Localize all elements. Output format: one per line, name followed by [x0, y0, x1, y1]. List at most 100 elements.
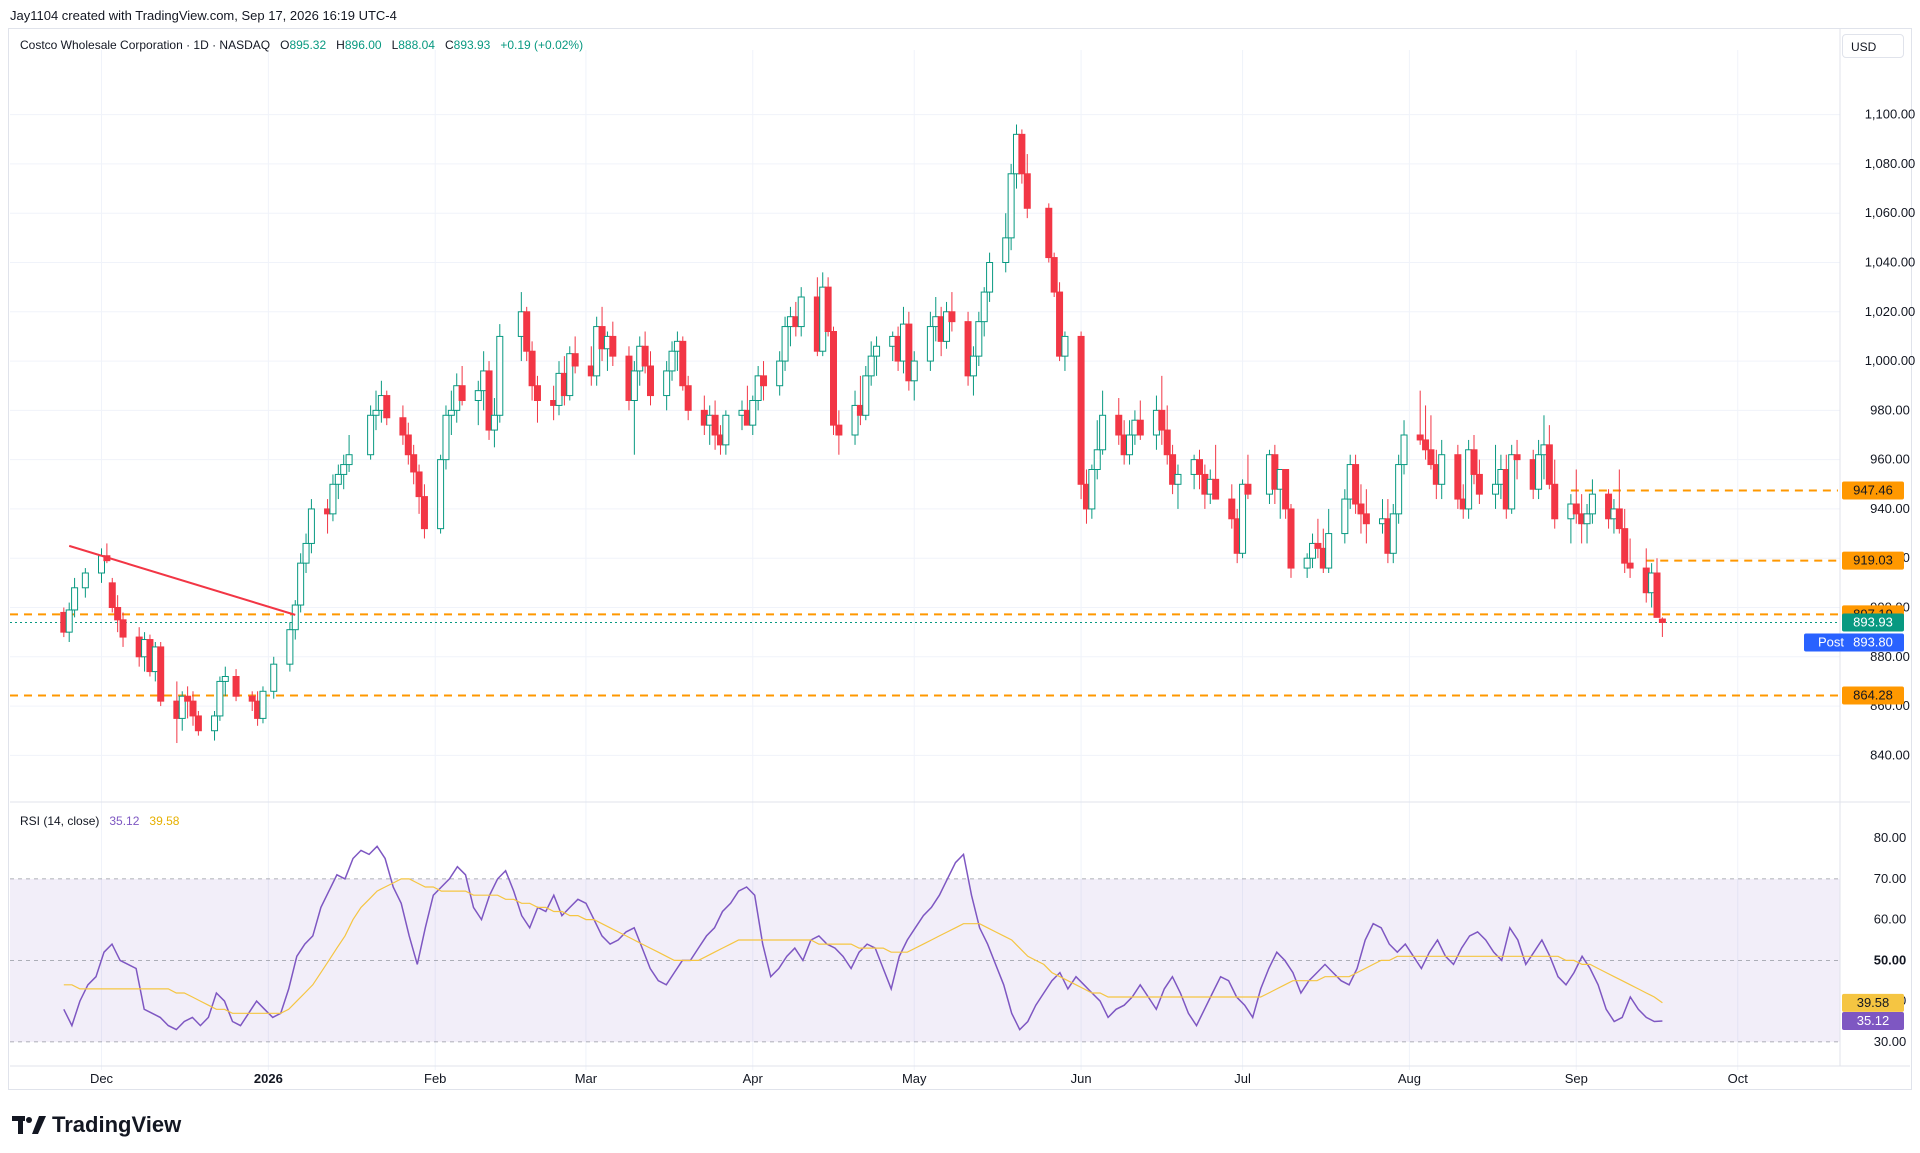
price-axis-tick: 1,060.00 — [1865, 205, 1916, 220]
candle-body — [1357, 503, 1365, 515]
candle-body — [776, 360, 784, 387]
trendline — [68, 544, 296, 616]
candle-body — [1239, 483, 1247, 554]
candle-body — [108, 582, 116, 608]
price-level-label: 919.03 — [1853, 553, 1893, 568]
rsi-legend-value: 35.12 — [109, 814, 140, 828]
candle-body — [1470, 449, 1478, 475]
candle-body — [1416, 434, 1424, 441]
candle-body — [1163, 429, 1171, 456]
price-axis-tick: 1,020.00 — [1865, 304, 1916, 319]
open-label: O — [280, 38, 290, 52]
candle-body — [1303, 557, 1311, 569]
candle-body — [528, 350, 536, 387]
candle-body — [248, 695, 256, 702]
price-level-tag — [1842, 551, 1904, 570]
candle-body — [969, 355, 977, 377]
candle-body — [437, 459, 445, 530]
candle-body — [1314, 542, 1322, 549]
candle-body — [291, 604, 299, 631]
candle-body — [533, 385, 541, 402]
candle-body — [399, 417, 407, 436]
price-level-tag — [1842, 686, 1904, 705]
candle-body — [609, 335, 617, 357]
candle-body — [1615, 508, 1623, 530]
candle-body — [334, 473, 342, 485]
time-axis-tick: Feb — [424, 1071, 446, 1086]
time-axis-tick: Dec — [90, 1071, 114, 1086]
candle-body — [65, 609, 73, 633]
candle-body — [781, 326, 789, 362]
price-level-label: 864.28 — [1853, 688, 1893, 703]
candle-body — [1309, 542, 1317, 559]
candle-body — [873, 345, 881, 357]
rsi-legend[interactable]: RSI (14, close) 35.12 39.58 — [20, 814, 179, 828]
candle-body — [523, 311, 531, 352]
candle-body — [1061, 335, 1069, 357]
price-level-tag — [1842, 481, 1904, 500]
candle-body — [410, 454, 418, 473]
candle-body — [566, 353, 574, 397]
candle-body — [490, 414, 498, 431]
tradingview-brand-text: TradingView — [52, 1112, 182, 1137]
candle-body — [302, 542, 310, 564]
candle-body — [1002, 237, 1010, 264]
candle-body — [372, 409, 380, 416]
symbol-legend[interactable]: Costco Wholesale Corporation · 1D · NASD… — [20, 38, 583, 52]
candle-body — [905, 323, 913, 382]
rsi-axis-tick: 70.00 — [1874, 871, 1907, 886]
tradingview-logo[interactable]: TradingView — [12, 1112, 181, 1138]
candle-body — [647, 365, 654, 397]
candle-body — [754, 375, 762, 402]
candle-body — [1588, 493, 1596, 515]
candle-body — [184, 695, 192, 702]
close-label: C — [444, 38, 454, 52]
candle-body — [420, 496, 428, 530]
candle-body — [71, 587, 79, 611]
candle-body — [286, 629, 294, 665]
price-axis-tick: 880.00 — [1870, 649, 1910, 664]
candle-body — [760, 375, 768, 387]
price-axis-tick: 940.00 — [1870, 501, 1910, 516]
candle-body — [1023, 173, 1031, 209]
candle-body — [593, 326, 601, 377]
candle-body — [404, 434, 412, 456]
candle-body — [943, 311, 951, 342]
candle-body — [474, 390, 482, 401]
candle-body — [270, 663, 278, 692]
candle-body — [948, 311, 956, 323]
candle-body — [1088, 469, 1096, 510]
price-axis-tick: 1,100.00 — [1865, 107, 1916, 122]
currency-selector[interactable]: USD — [1842, 34, 1904, 58]
candle-body — [926, 326, 934, 362]
candle-body — [630, 370, 638, 401]
candle-body — [749, 400, 757, 426]
price-levels-layer — [10, 489, 1838, 697]
last-price-label: 893.93 — [1853, 614, 1893, 629]
candle-body — [221, 676, 229, 682]
time-axis-tick: Jul — [1234, 1071, 1251, 1086]
candle-body — [415, 471, 423, 498]
rsi-axis-tick: 80.00 — [1874, 830, 1907, 845]
trendline-layer — [68, 544, 296, 616]
candle-body — [1018, 133, 1026, 175]
candle-body — [1492, 483, 1500, 495]
candle-body — [1621, 528, 1629, 564]
rsi-lines-layer — [63, 845, 1663, 1031]
candle-body — [1508, 454, 1516, 510]
candle-body — [1056, 291, 1064, 357]
candle-body — [1115, 414, 1123, 436]
candle-body — [862, 375, 870, 416]
candle-body — [1605, 493, 1613, 520]
candle-body — [1212, 478, 1220, 500]
candle-body — [1287, 508, 1295, 569]
price-axis-tick: 960.00 — [1870, 452, 1910, 467]
candle-body — [447, 409, 455, 416]
candle-body — [1244, 483, 1252, 495]
candle-body — [81, 572, 89, 589]
candle-body — [259, 690, 267, 719]
candle-body — [329, 483, 337, 515]
time-axis-tick: May — [902, 1071, 927, 1086]
candle-body — [1007, 173, 1015, 239]
